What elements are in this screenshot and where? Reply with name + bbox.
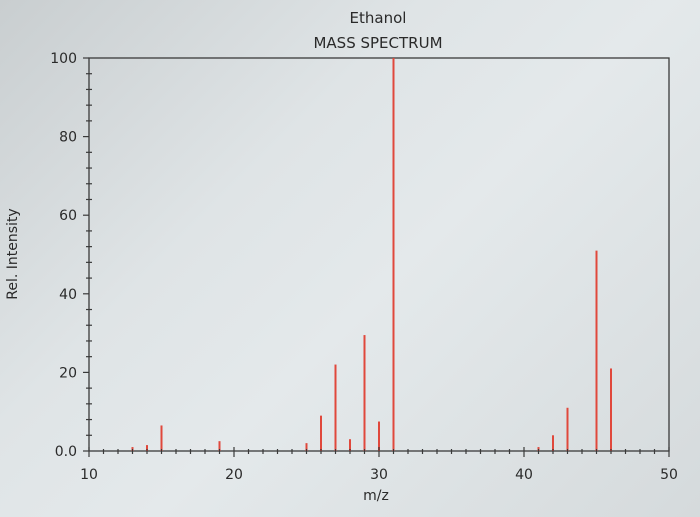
plot-frame (88, 57, 670, 452)
y-tick-label: 60 (59, 208, 77, 224)
y-tick-label: 20 (59, 365, 77, 381)
y-tick-label: 80 (59, 130, 77, 146)
x-tick-label: 20 (225, 467, 243, 483)
y-axis-ticks: 0.0 20 40 60 80 100 (50, 51, 92, 460)
peaks-group (131, 58, 612, 451)
x-tick-label: 30 (370, 467, 388, 483)
y-tick-label: 100 (50, 51, 77, 67)
x-tick-label: 50 (660, 467, 678, 483)
x-axis-label: m/z (363, 488, 389, 504)
y-tick-label: 40 (59, 287, 77, 303)
y-tick-label: 0.0 (55, 444, 77, 460)
x-tick-label: 40 (515, 467, 533, 483)
x-axis-ticks: 10 20 30 40 50 (80, 447, 678, 483)
chart-title: Ethanol (350, 9, 407, 27)
x-tick-label: 10 (80, 467, 98, 483)
chart-subtitle: MASS SPECTRUM (313, 34, 442, 52)
y-axis-label: Rel. Intensity (5, 208, 21, 299)
